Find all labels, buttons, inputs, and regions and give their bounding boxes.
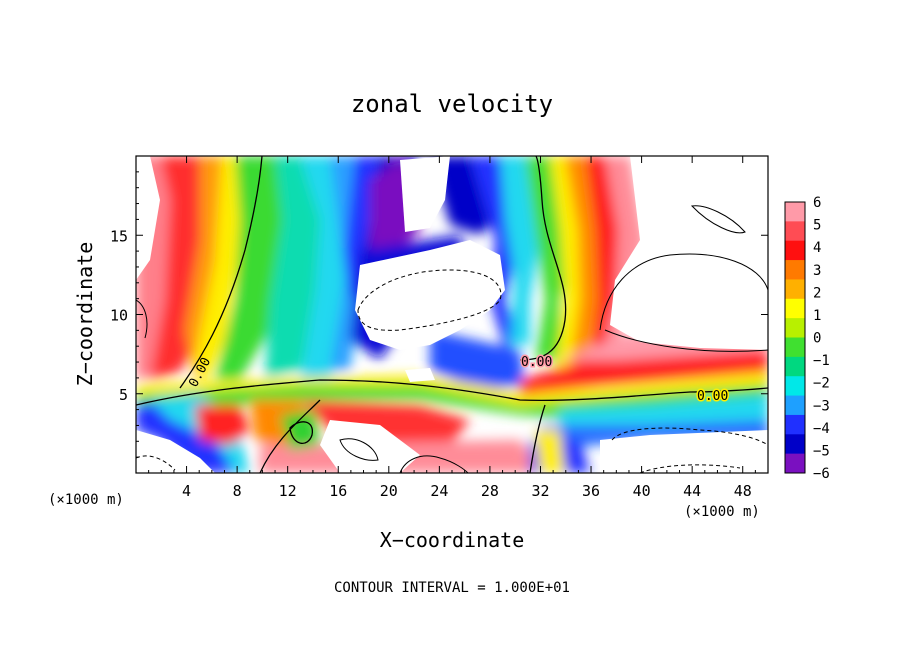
colorbar-label: 2	[813, 285, 821, 301]
colorbar-swatch	[785, 298, 805, 319]
x-axis: 4 8 12 16 20 24 28 32 36 40 44 48	[148, 156, 756, 500]
colorbar-swatch	[785, 337, 805, 358]
field-band-right-pink	[600, 156, 645, 370]
x-tick-label: 12	[279, 482, 297, 500]
contour-interval-note: CONTOUR INTERVAL = 1.000E+01	[334, 580, 570, 596]
colorbar-swatch	[785, 453, 805, 474]
y-axis: 5 10 15	[110, 171, 768, 458]
y-tick-label: 5	[119, 386, 128, 404]
colorbar-label: −1	[813, 353, 830, 369]
y-tick-label: 15	[110, 227, 128, 245]
contour-pos-right-2	[604, 329, 768, 352]
colorbar-label: −3	[813, 398, 830, 414]
x-tick-label: 40	[633, 482, 651, 500]
field-layer-mid-red	[520, 345, 768, 395]
contour-neg-bottom-right	[639, 464, 741, 473]
contour-zero-layer	[136, 379, 768, 406]
contour-zero-right-lower	[529, 404, 546, 473]
field-bottom-red-blob-1	[195, 405, 250, 445]
colorbar-swatch	[785, 202, 805, 222]
contour-zero-center-lower	[259, 399, 321, 473]
chart-title: zonal velocity	[351, 90, 553, 118]
field-band-green	[215, 156, 285, 380]
colorbar-swatch	[785, 434, 805, 455]
contour-label-center: 0.00	[521, 355, 552, 370]
contour-neg-lower-right	[611, 427, 768, 446]
contour-pos-lower-1	[339, 438, 379, 461]
x-tick-label: 32	[531, 482, 549, 500]
colorbar-swatch	[785, 376, 805, 397]
colorbar-label: 5	[813, 218, 821, 234]
colorbar-swatch	[785, 318, 805, 338]
colorbar-label: 0	[813, 331, 821, 347]
contour-zero-left	[179, 156, 263, 389]
y-tick-label: 10	[110, 307, 128, 325]
field-band-right-cyan	[500, 156, 540, 345]
colorbar-label: −2	[813, 376, 830, 392]
colorbar-label: 6	[813, 195, 821, 211]
contour-pos-left	[136, 299, 148, 339]
contour-pos-lower-2	[399, 455, 469, 473]
contour-pos-right-3	[690, 205, 746, 234]
x-tick-label: 24	[430, 482, 448, 500]
contour-label-right: 0.00	[697, 389, 728, 404]
colorbar-swatch	[785, 414, 805, 435]
colorbar-label: −4	[813, 421, 830, 437]
x-tick-label: 4	[182, 482, 191, 500]
colorbar-swatch	[785, 260, 805, 280]
colorbar-label: 3	[813, 263, 821, 279]
x-tick-label: 44	[683, 482, 701, 500]
colorbar: 6 5 4 3 2 1 0 −1 −2 −3 −4 −5 −6	[784, 195, 830, 482]
contour-pos-right-1	[599, 253, 768, 331]
contour-zero-blob	[289, 421, 313, 444]
x-tick-label: 36	[582, 482, 600, 500]
x-unit-left: (×1000 m)	[48, 492, 124, 508]
x-tick-label: 8	[233, 482, 242, 500]
colorbar-label: −6	[813, 466, 830, 482]
colorbar-swatch	[785, 279, 805, 300]
x-tick-label: 28	[481, 482, 499, 500]
y-axis-label: Z−coordinate	[73, 242, 97, 387]
contour-zero-right	[519, 156, 567, 361]
contour-neg-upper	[357, 269, 502, 331]
colorbar-frame	[784, 201, 806, 474]
x-tick-label: 20	[380, 482, 398, 500]
colorbar-swatch	[785, 356, 805, 377]
colorbar-swatch	[785, 221, 805, 242]
field-out-of-range	[136, 156, 768, 473]
x-tick-label: 48	[734, 482, 752, 500]
heatmap-field: 0.00 0.00 0.00	[136, 156, 768, 473]
x-unit-right: (×1000 m)	[684, 504, 760, 520]
field-bottom-right-yellow	[535, 430, 565, 473]
contour-neg-bottom-left	[136, 455, 176, 471]
colorbar-label: 4	[813, 240, 821, 256]
field-bottom-left-blue	[136, 400, 240, 473]
colorbar-label: −5	[813, 443, 830, 459]
colorbar-label: 1	[813, 308, 821, 324]
contour-lines	[136, 156, 768, 473]
x-tick-label: 16	[329, 482, 347, 500]
x-axis-label: X−coordinate	[380, 528, 525, 552]
field-band-shelf-blue	[430, 330, 525, 390]
colorbar-swatch	[785, 240, 805, 261]
field-band-yellow	[195, 156, 245, 385]
colorbar-swatch	[785, 395, 805, 416]
